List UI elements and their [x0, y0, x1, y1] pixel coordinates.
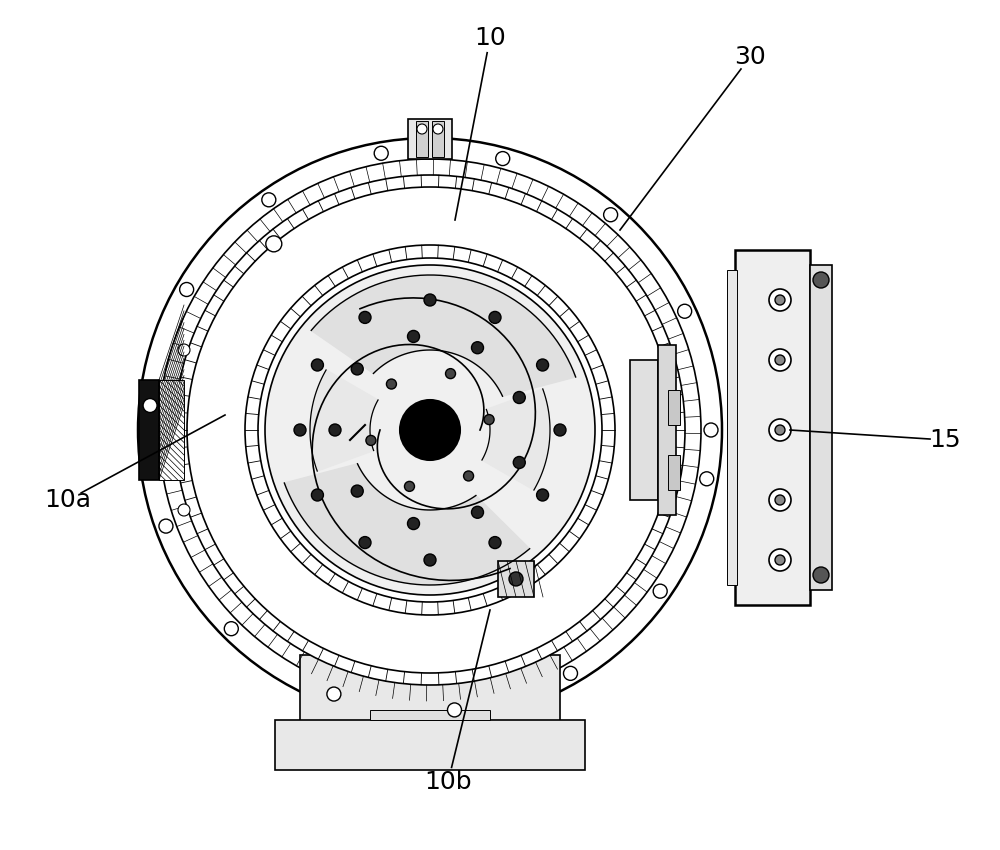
Circle shape [138, 138, 722, 722]
Circle shape [446, 369, 456, 378]
Polygon shape [311, 275, 576, 396]
Bar [658, 345, 676, 515]
Circle shape [513, 392, 525, 404]
Circle shape [775, 425, 785, 435]
Circle shape [513, 456, 525, 468]
Circle shape [496, 151, 510, 166]
Polygon shape [284, 464, 530, 585]
Circle shape [157, 455, 167, 465]
Circle shape [489, 536, 501, 548]
Bar [630, 360, 658, 500]
Circle shape [554, 424, 566, 436]
Circle shape [653, 584, 667, 598]
Circle shape [537, 359, 549, 371]
Circle shape [224, 621, 238, 636]
Bar [668, 390, 680, 425]
Bar [275, 720, 585, 770]
Circle shape [351, 363, 363, 375]
Circle shape [564, 666, 578, 680]
Bar [300, 655, 560, 725]
Bar [370, 710, 490, 720]
Circle shape [775, 495, 785, 505]
Circle shape [769, 549, 791, 571]
Circle shape [245, 245, 615, 615]
Bar [408, 119, 452, 159]
Circle shape [311, 489, 323, 501]
Text: 15: 15 [929, 428, 961, 452]
Circle shape [775, 295, 785, 305]
Text: 10a: 10a [44, 488, 92, 512]
Circle shape [157, 395, 167, 405]
Polygon shape [310, 370, 378, 471]
Circle shape [404, 481, 414, 491]
Circle shape [265, 265, 595, 595]
Text: 30: 30 [734, 45, 766, 69]
Circle shape [769, 419, 791, 441]
Circle shape [159, 159, 701, 701]
Circle shape [769, 289, 791, 311]
Circle shape [472, 507, 484, 518]
Circle shape [178, 504, 190, 516]
Circle shape [159, 519, 173, 533]
Circle shape [187, 187, 673, 673]
Circle shape [472, 342, 484, 354]
Circle shape [374, 146, 388, 161]
Circle shape [604, 207, 618, 222]
Circle shape [351, 485, 363, 497]
Bar [668, 455, 680, 490]
Circle shape [433, 124, 443, 134]
Bar [727, 270, 737, 585]
Circle shape [262, 193, 276, 207]
Bar [735, 250, 810, 605]
Circle shape [327, 687, 341, 701]
Circle shape [813, 272, 829, 288]
Circle shape [408, 518, 420, 530]
Circle shape [386, 379, 396, 389]
Bar [139, 380, 159, 480]
Circle shape [294, 424, 306, 436]
Polygon shape [482, 389, 550, 490]
Circle shape [408, 331, 420, 343]
Circle shape [537, 489, 549, 501]
Circle shape [769, 489, 791, 511]
Circle shape [311, 359, 323, 371]
Circle shape [813, 567, 829, 583]
Circle shape [704, 423, 718, 437]
Circle shape [509, 572, 523, 586]
Circle shape [775, 355, 785, 365]
Circle shape [464, 471, 474, 481]
Bar [159, 380, 184, 480]
Circle shape [329, 424, 341, 436]
Circle shape [424, 294, 436, 306]
Circle shape [266, 235, 282, 252]
Bar [498, 561, 534, 597]
Text: 10b: 10b [424, 770, 472, 794]
Circle shape [258, 258, 602, 602]
Bar [432, 121, 444, 157]
Circle shape [359, 536, 371, 548]
Circle shape [366, 435, 376, 445]
Circle shape [143, 399, 157, 412]
Circle shape [400, 400, 460, 460]
Bar [416, 121, 428, 157]
Circle shape [180, 282, 194, 297]
Text: 10: 10 [474, 26, 506, 50]
Circle shape [484, 415, 494, 425]
Circle shape [489, 311, 501, 323]
Circle shape [175, 175, 685, 685]
Circle shape [700, 472, 714, 486]
Circle shape [769, 349, 791, 371]
Circle shape [417, 124, 427, 134]
Circle shape [424, 554, 436, 566]
Bar [810, 265, 832, 590]
Circle shape [678, 304, 692, 318]
Circle shape [775, 555, 785, 565]
Circle shape [447, 703, 461, 717]
Circle shape [178, 344, 190, 356]
Circle shape [359, 311, 371, 323]
